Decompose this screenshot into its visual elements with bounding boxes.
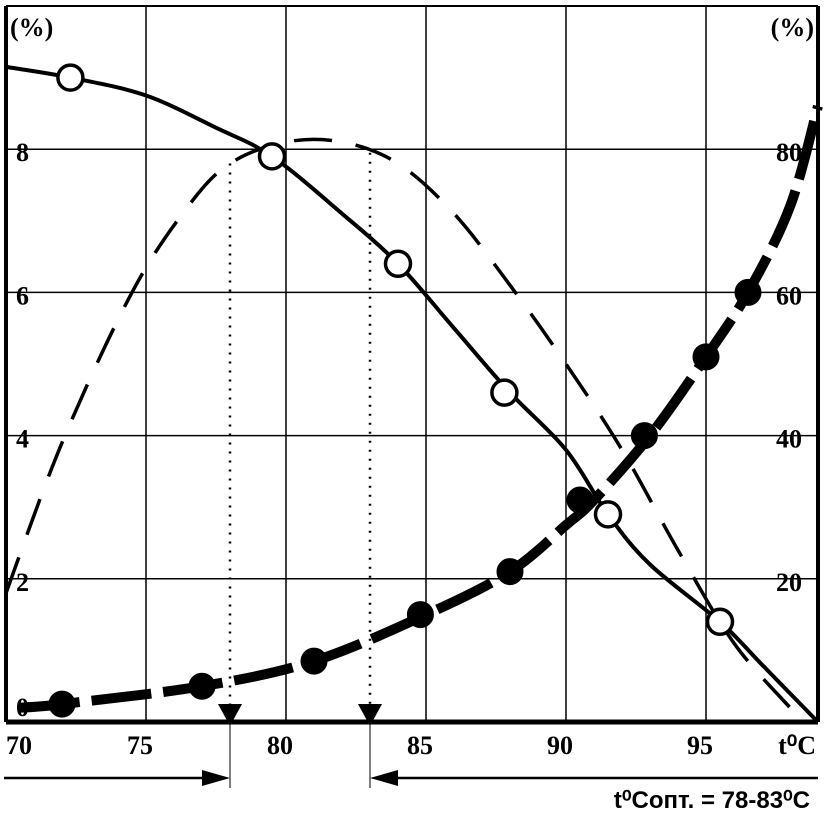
open-circle-marker — [56, 63, 85, 92]
series-line-3 — [4, 137, 792, 709]
filled-circle-marker — [496, 558, 524, 586]
x-tick-label: 75 — [127, 731, 153, 760]
markers-layer — [48, 63, 762, 718]
x-tick-label: 90 — [547, 731, 573, 760]
optimum-range-indicator — [4, 152, 818, 788]
filled-circle-marker — [406, 601, 434, 629]
filled-circle-marker — [48, 690, 76, 718]
y-left-tick-label: 2 — [16, 568, 29, 597]
optimum-marker-triangle — [358, 704, 382, 726]
y-left-tick-label: 4 — [16, 425, 29, 454]
y-left-axis-label: (%) — [10, 13, 53, 42]
filled-circle-marker — [566, 486, 594, 514]
y-right-axis-label: (%) — [771, 13, 814, 42]
series-line-1 — [5, 64, 820, 724]
y-right-tick-label: 60 — [776, 281, 802, 310]
filled-circle-marker — [300, 647, 328, 675]
range-arrowhead-left — [202, 770, 230, 786]
filled-circle-marker — [692, 343, 720, 371]
optimum-annotation: t⁰Cопт. = 78-83⁰C — [614, 787, 810, 814]
x-tick-label: 85 — [407, 731, 433, 760]
axes-layer — [4, 5, 820, 725]
open-circle-marker — [705, 607, 735, 637]
y-right-tick-label: 40 — [776, 425, 802, 454]
x-tick-label: 80 — [267, 731, 293, 760]
y-right-tick-label: 20 — [776, 568, 802, 597]
x-tick-label: 95 — [687, 731, 713, 760]
filled-circle-marker — [188, 672, 216, 700]
x-tick-label: 70 — [6, 731, 32, 760]
y-right-tick-label: 80 — [776, 138, 802, 167]
x-axis-label: t⁰C — [778, 731, 816, 760]
optimum-marker-triangle — [218, 704, 242, 726]
open-circle-marker — [593, 500, 623, 529]
filled-circle-marker — [630, 422, 658, 450]
y-left-tick-label: 8 — [16, 138, 29, 167]
labels-layer: 0 2 4 6 8 20 40 60 80 (%) (%) 70 75 80 85 90 95 t⁰C — [6, 13, 816, 760]
filled-circle-marker — [734, 278, 762, 306]
open-circle-marker — [490, 378, 519, 407]
open-circle-marker — [383, 249, 413, 279]
open-circle-marker — [257, 142, 287, 171]
y-left-tick-label: 6 — [16, 281, 29, 310]
range-arrowhead-right — [370, 770, 398, 786]
y-left-tick-label: 0 — [16, 693, 29, 722]
